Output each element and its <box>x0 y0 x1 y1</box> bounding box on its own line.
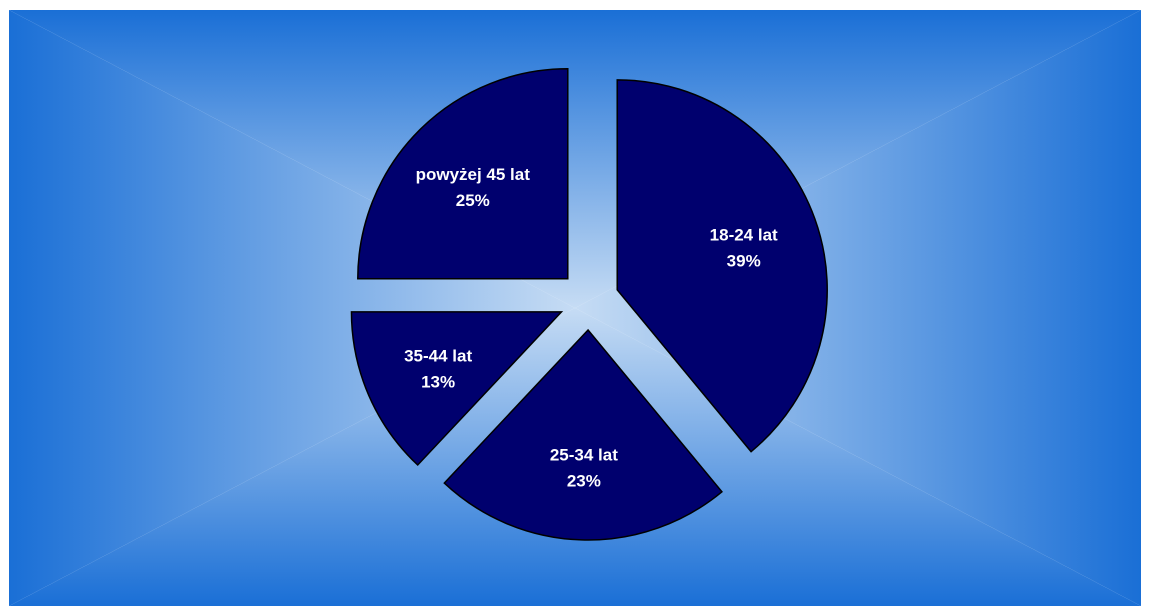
slice-label-1: 18-24 lat <box>710 225 778 244</box>
slice-label-4: powyżej 45 lat <box>416 165 531 184</box>
chart-frame: 18-24 lat 39% 25-34 lat 23% 35-44 lat 13% powy… <box>9 10 1141 606</box>
pie-slice-4 <box>357 68 569 280</box>
slice-percent-1: 39% <box>727 251 761 270</box>
slice-percent-4: 25% <box>456 191 490 210</box>
pie-slice-2 <box>443 328 723 541</box>
pie-chart: 18-24 lat 39% 25-34 lat 23% 35-44 lat 13% powy… <box>350 68 828 541</box>
slice-percent-2: 23% <box>567 471 601 490</box>
slice-percent-3: 13% <box>421 372 455 391</box>
pie-slice-1 <box>616 79 828 453</box>
slice-label-3: 35-44 lat <box>404 346 472 365</box>
pie-slice-3 <box>350 311 564 467</box>
slice-label-2: 25-34 lat <box>550 445 618 464</box>
